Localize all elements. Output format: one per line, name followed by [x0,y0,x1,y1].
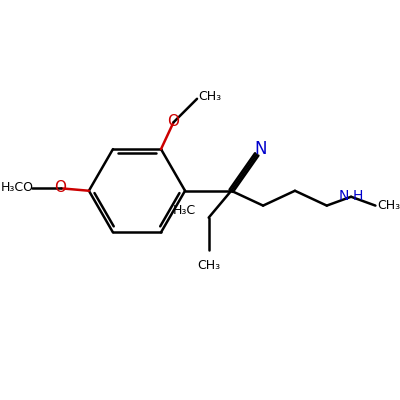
Text: H₃C: H₃C [173,204,196,217]
Text: N: N [339,189,349,203]
Text: CH₃: CH₃ [198,90,222,104]
Text: O: O [54,180,66,195]
Text: CH₃: CH₃ [197,259,220,272]
Text: CH₃: CH₃ [377,199,400,212]
Text: H₃CO: H₃CO [0,181,34,194]
Text: H: H [353,189,363,203]
Text: N: N [254,140,267,158]
Text: O: O [168,114,180,129]
